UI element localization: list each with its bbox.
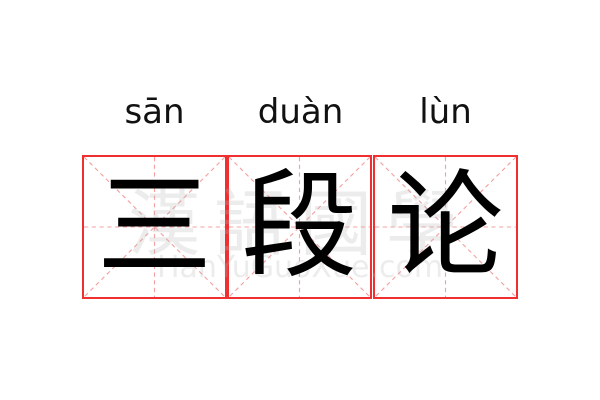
character: 论 [387,159,504,294]
character: 三 [96,159,213,294]
pinyin-1: duàn [257,92,344,132]
guide-lines [229,157,370,297]
char-cell: 段 [227,155,372,299]
character-grid: 三 段 论 [82,155,518,299]
char-cell: 三 [82,155,227,299]
pinyin-0: sān [124,92,185,132]
pinyin-2: lùn [419,92,472,132]
guide-lines [375,157,516,297]
watermark-chinese: 漢語國學 [127,182,472,266]
guide-lines [84,157,225,297]
watermark-latin: HanYuGuoXue.com [156,250,444,285]
character: 段 [241,159,358,294]
char-cell: 论 [373,155,518,299]
